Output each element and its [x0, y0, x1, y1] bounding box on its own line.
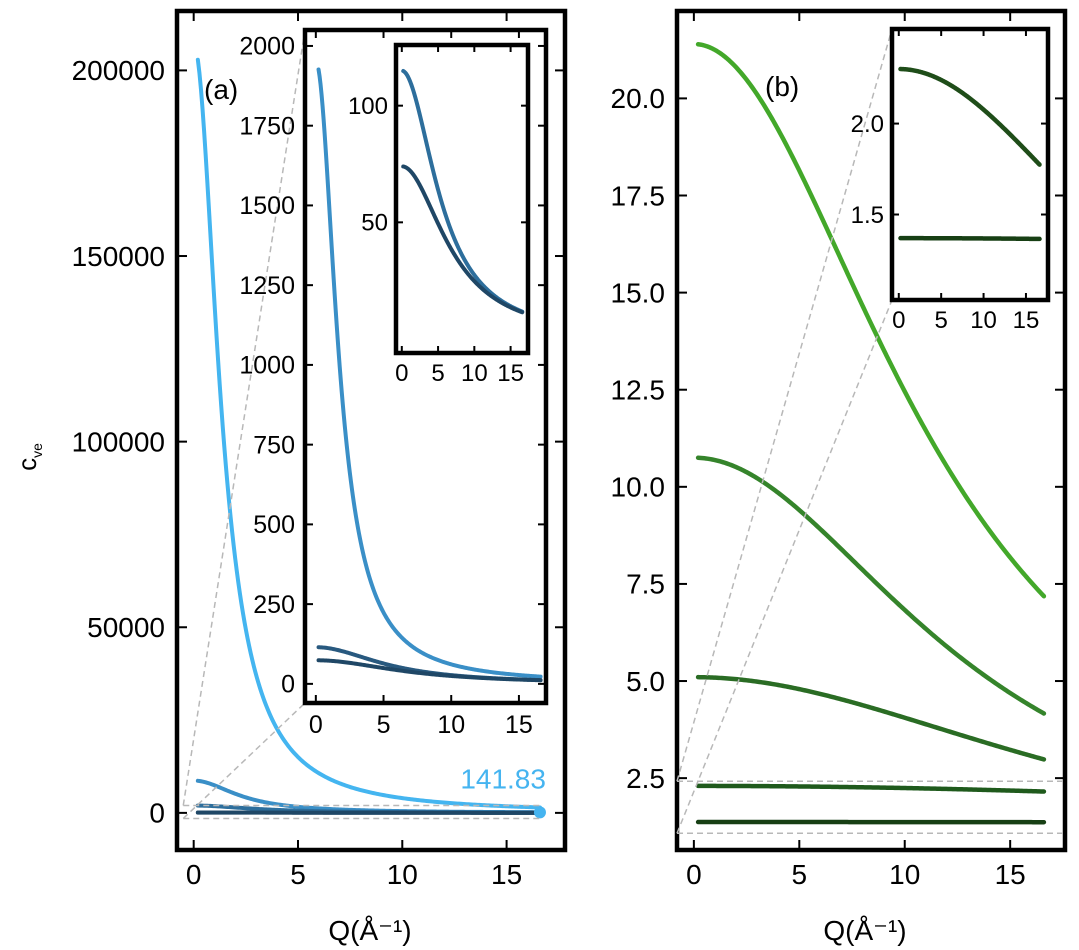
x-tick-label: 15: [995, 859, 1026, 890]
x-axis-label-right: Q(Å⁻¹): [823, 915, 906, 946]
x-tick-label: 0: [309, 711, 323, 739]
y-tick-label: 50: [361, 210, 388, 237]
series-line-1: [898, 66, 1042, 167]
x-tick-label: 15: [1013, 307, 1040, 334]
series-line-1: [316, 67, 543, 679]
series-line-2: [898, 235, 1042, 242]
x-tick-label: 15: [491, 859, 522, 890]
panel-label: (b): [765, 71, 799, 102]
x-tick-label: 10: [387, 859, 418, 890]
panel-frame: [302, 27, 549, 706]
x-tick-label: 10: [970, 307, 997, 334]
panel-frame: [674, 8, 1068, 853]
panel-plot-area: [195, 57, 542, 815]
x-tick-label: 15: [497, 360, 524, 387]
x-tick-label: 5: [290, 859, 306, 890]
panel-background: [892, 29, 1048, 300]
series-line-4: [695, 783, 1047, 794]
y-tick-label: 250: [253, 591, 295, 619]
x-tick-label: 5: [431, 360, 444, 387]
y-tick-label: 50000: [87, 612, 165, 643]
y-tick-label: 500: [253, 511, 295, 539]
series-line-2: [401, 164, 525, 315]
y-tick-label: 17.5: [611, 180, 666, 211]
y-tick-label: 1750: [239, 112, 295, 140]
panel-plot-area: [401, 69, 525, 315]
y-tick-label: 2.5: [626, 763, 665, 794]
panel-plot-area: [695, 42, 1047, 825]
y-axis-label-subscript: ve: [29, 443, 45, 458]
panel-label: (a): [204, 74, 238, 105]
x-tick-label: 5: [377, 711, 391, 739]
x-tick-label: 10: [889, 859, 920, 890]
y-tick-label: 1000: [239, 352, 295, 380]
y-tick-label: 7.5: [626, 569, 665, 600]
panel-plot-area: [316, 67, 543, 683]
series-line-2: [695, 455, 1047, 716]
y-tick-label: 100000: [72, 426, 165, 457]
series-line-1: [695, 42, 1047, 599]
y-tick-label: 0: [149, 798, 165, 829]
x-tick-label: 0: [186, 859, 202, 890]
zoom-connector: [676, 28, 893, 782]
y-tick-label: 750: [253, 431, 295, 459]
x-tick-label: 0: [395, 360, 408, 387]
y-tick-label: 0: [281, 671, 295, 699]
x-tick-label: 5: [792, 859, 808, 890]
y-tick-label: 200000: [72, 55, 165, 86]
series-line-3: [695, 674, 1047, 762]
panel-frame: [889, 26, 1051, 303]
zoom-connector: [182, 29, 306, 806]
y-tick-label: 12.5: [611, 375, 666, 406]
y-tick-label: 150000: [72, 241, 165, 272]
y-axis-label: cve: [12, 443, 45, 471]
y-tick-label: 1.5: [851, 202, 884, 229]
y-tick-label: 100: [348, 93, 388, 120]
x-tick-label: 0: [892, 307, 905, 334]
zoom-connector: [182, 702, 306, 819]
zoom-connector: [676, 299, 893, 834]
series-line-3: [316, 658, 543, 683]
panel-plot-area: [898, 66, 1042, 242]
x-tick-label: 0: [686, 859, 702, 890]
y-tick-label: 1250: [239, 272, 295, 300]
panel-b_inset: 0 5 10 15 1.5 2.0: [851, 26, 1051, 334]
annotation-value-label: 141.83: [460, 763, 546, 794]
panel-a_inset2: 0 5 10 15 50 100: [348, 42, 531, 387]
annotation-marker: [533, 806, 546, 819]
y-tick-label: 15.0: [611, 277, 666, 308]
panel-frame: [393, 42, 531, 356]
y-tick-label: 10.0: [611, 472, 666, 503]
x-tick-label: 10: [461, 360, 488, 387]
x-tick-label: 5: [934, 307, 947, 334]
x-axis-label-left: Q(Å⁻¹): [328, 915, 411, 946]
y-tick-label: 2.0: [851, 111, 884, 138]
panel-frame: [174, 8, 568, 853]
series-line-1: [195, 57, 542, 810]
x-tick-label: 10: [437, 711, 465, 739]
y-tick-label: 1500: [239, 192, 295, 220]
y-tick-label: 20.0: [611, 83, 666, 114]
y-tick-label: 5.0: [626, 666, 665, 697]
x-tick-label: 15: [505, 711, 533, 739]
y-tick-label: 2000: [239, 33, 295, 61]
